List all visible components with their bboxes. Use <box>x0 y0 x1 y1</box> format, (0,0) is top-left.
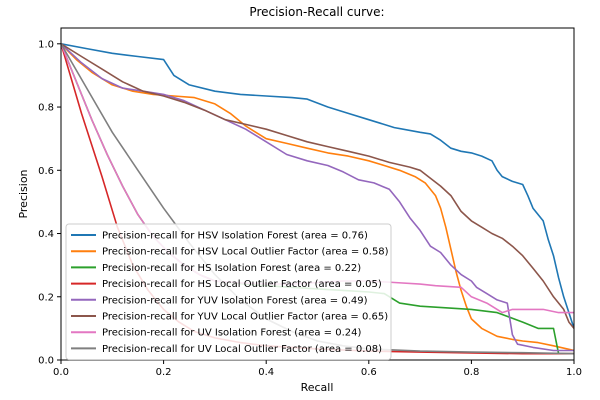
y-axis-label: Precision <box>17 169 30 218</box>
legend-entry: Precision-recall for HSV Local Outlier F… <box>102 247 389 258</box>
x-tick-label: 0.4 <box>258 367 274 378</box>
y-tick-label: 0.8 <box>38 103 54 114</box>
x-tick-label: 0.0 <box>53 367 69 378</box>
legend-entry: Precision-recall for YUV Local Outlier F… <box>102 312 388 323</box>
y-axis: 0.0 0.2 0.4 0.6 0.8 1.0 <box>38 39 61 367</box>
x-axis: 0.0 0.2 0.4 0.6 0.8 1.0 <box>53 360 582 378</box>
series-line-1 <box>61 43 574 329</box>
legend-entry: Precision-recall for UV Local Outlier Fa… <box>102 344 382 355</box>
x-axis-label: Recall <box>301 381 334 394</box>
x-tick-label: 1.0 <box>566 367 582 378</box>
legend-entry: Precision-recall for HS Isolation Forest… <box>102 263 361 274</box>
legend-entry: Precision-recall for YUV Isolation Fores… <box>102 295 368 306</box>
legend-entry: Precision-recall for HSV Isolation Fores… <box>102 231 368 242</box>
legend-entry: Precision-recall for HS Local Outlier Fa… <box>102 279 382 290</box>
x-tick-label: 0.2 <box>156 367 172 378</box>
x-tick-label: 0.6 <box>361 367 377 378</box>
y-tick-label: 0.6 <box>38 166 54 177</box>
legend-entry: Precision-recall for UV Isolation Forest… <box>102 328 361 339</box>
x-tick-label: 0.8 <box>463 367 479 378</box>
y-tick-label: 0.0 <box>38 356 54 367</box>
y-tick-label: 1.0 <box>38 39 54 50</box>
y-tick-label: 0.2 <box>38 292 54 303</box>
series-line-5 <box>61 43 574 352</box>
series-line-6 <box>61 43 574 329</box>
legend-box <box>65 223 392 361</box>
y-tick-label: 0.4 <box>38 229 54 240</box>
legend: Precision-recall for HSV Isolation Fores… <box>65 223 392 361</box>
chart-title: Precision-Recall curve: <box>249 5 384 19</box>
